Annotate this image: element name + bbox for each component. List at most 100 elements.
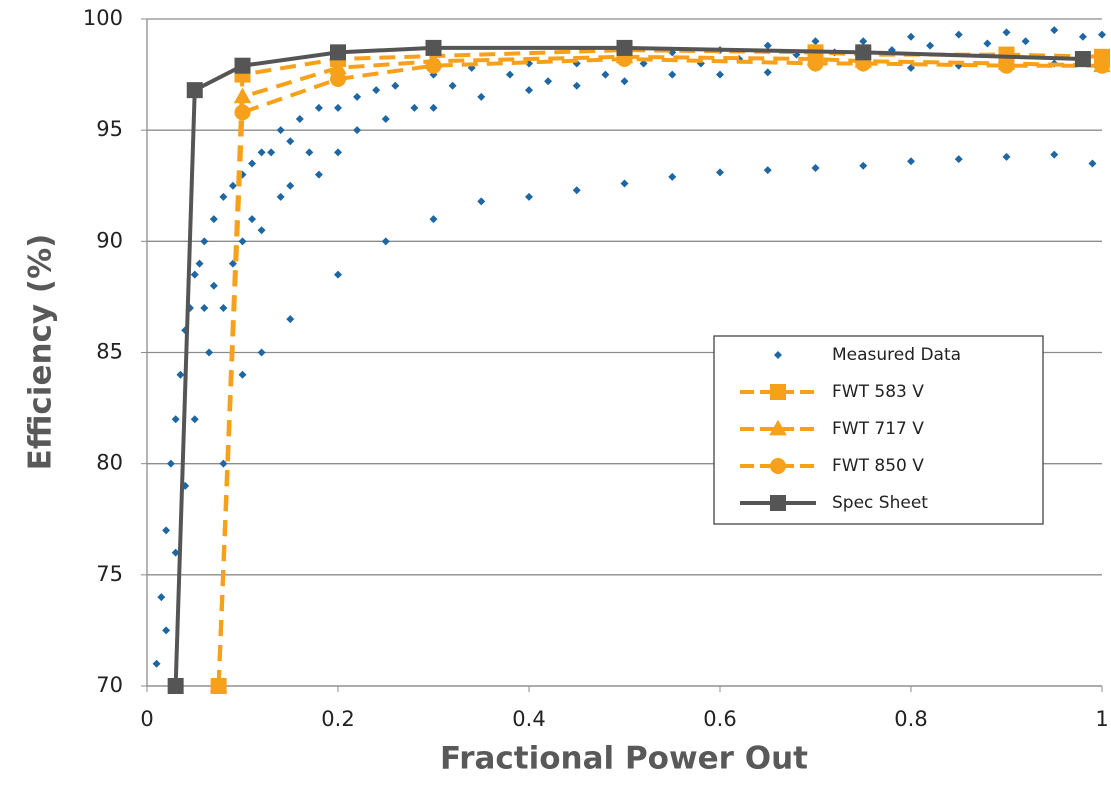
- point: [200, 304, 209, 313]
- x-tick-label: 0.8: [894, 707, 927, 731]
- point: [195, 259, 204, 268]
- marker: [1094, 57, 1110, 74]
- marker: [998, 57, 1015, 74]
- point: [907, 157, 915, 166]
- point: [601, 70, 610, 79]
- point: [983, 39, 992, 48]
- point: [205, 348, 214, 357]
- legend-label: FWT 583 V: [832, 382, 924, 402]
- point: [276, 126, 285, 135]
- point: [257, 148, 266, 157]
- point: [209, 215, 218, 224]
- point: [716, 168, 724, 177]
- point: [763, 68, 772, 77]
- point: [620, 179, 629, 188]
- legend-label: FWT 717 V: [832, 419, 924, 439]
- legend-label: Spec Sheet: [832, 493, 928, 513]
- point: [668, 70, 677, 79]
- marker: [167, 678, 184, 694]
- point: [219, 304, 228, 313]
- point: [572, 81, 581, 90]
- point: [907, 32, 915, 41]
- point: [219, 459, 228, 468]
- marker: [855, 44, 872, 61]
- marker: [425, 57, 442, 74]
- marker: [616, 39, 633, 56]
- point: [305, 148, 314, 157]
- point: [1050, 26, 1059, 35]
- point: [1002, 152, 1011, 161]
- marker: [234, 57, 251, 74]
- point: [1088, 159, 1097, 168]
- point: [286, 315, 295, 324]
- point: [907, 63, 915, 72]
- point: [257, 348, 266, 357]
- point: [763, 41, 772, 50]
- point: [525, 192, 533, 201]
- point: [525, 86, 533, 95]
- point: [171, 548, 180, 557]
- x-tick-label: 0.6: [703, 707, 736, 731]
- legend-marker: [770, 458, 786, 474]
- marker: [1074, 51, 1091, 68]
- point: [505, 70, 514, 79]
- x-axis-title: Fractional Power Out: [440, 741, 808, 777]
- legend-marker: [774, 351, 782, 359]
- y-tick-label: 70: [96, 673, 123, 697]
- y-tick-label: 90: [96, 228, 123, 252]
- point: [1050, 150, 1059, 159]
- point: [200, 237, 209, 246]
- point: [954, 155, 963, 164]
- x-tick-label: 0.2: [321, 707, 354, 731]
- legend-label: FWT 850 V: [832, 456, 924, 476]
- point: [544, 77, 553, 86]
- point: [859, 161, 868, 170]
- point: [209, 281, 218, 290]
- point: [334, 270, 342, 279]
- marker: [329, 58, 347, 75]
- point: [763, 166, 772, 175]
- point: [295, 115, 304, 124]
- point: [353, 92, 362, 101]
- marker: [210, 678, 227, 694]
- point: [166, 459, 175, 468]
- y-tick-label: 85: [96, 340, 123, 364]
- point: [152, 659, 161, 668]
- point: [334, 103, 342, 112]
- point: [620, 77, 629, 86]
- point: [267, 148, 276, 157]
- y-tick-label: 80: [96, 451, 123, 475]
- marker: [186, 82, 203, 99]
- point: [372, 86, 381, 95]
- legend-marker: [769, 419, 787, 436]
- point: [467, 63, 476, 72]
- point: [248, 215, 257, 224]
- marker: [330, 44, 346, 61]
- point: [1078, 32, 1087, 41]
- point: [1002, 28, 1011, 37]
- point: [190, 270, 199, 279]
- point: [1021, 37, 1030, 46]
- point: [228, 259, 237, 268]
- point: [477, 92, 486, 101]
- point: [859, 37, 868, 46]
- marker: [807, 55, 824, 72]
- legend-label: Measured Data: [832, 345, 961, 365]
- point: [429, 103, 438, 112]
- marker: [234, 104, 251, 121]
- point: [286, 137, 295, 146]
- point: [176, 370, 185, 379]
- point: [314, 170, 323, 179]
- point: [162, 526, 171, 535]
- point: [228, 181, 237, 190]
- y-tick-label: 95: [96, 117, 123, 141]
- x-tick-label: 0.4: [512, 707, 545, 731]
- point: [477, 197, 486, 206]
- marker: [425, 39, 442, 56]
- point: [248, 159, 257, 168]
- point: [811, 37, 820, 46]
- point: [716, 70, 724, 79]
- point: [162, 626, 171, 635]
- point: [391, 81, 400, 90]
- point: [572, 186, 581, 195]
